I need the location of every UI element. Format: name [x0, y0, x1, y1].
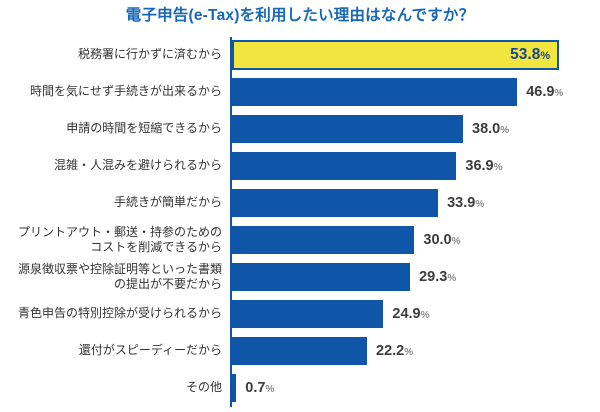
chart-rows: 税務署に行かずに済むから 53.8% 時間を気にせず手続きが出来るから 46.9% 申請… — [0, 36, 600, 406]
chart-row: 申請の時間を短縮できるから 38.0% — [0, 110, 600, 147]
bar-track: 24.9% — [228, 295, 600, 332]
category-label: 青色申告の特別控除が受けられるから — [17, 306, 222, 321]
value-label: 33.9% — [447, 195, 484, 211]
bar-highlighted: 53.8% — [232, 39, 560, 70]
category-label: 源泉徴収票や控除証明等といった書類 の提出が不要だから — [17, 261, 222, 291]
value-label: 38.0% — [472, 121, 509, 137]
chart-row: 混雑・人混みを避けられるから 36.9% — [0, 147, 600, 184]
chart-row: 源泉徴収票や控除証明等といった書類 の提出が不要だから 29.3% — [0, 258, 600, 295]
bar — [232, 336, 367, 365]
value-label: 36.9% — [465, 158, 502, 174]
value-label: 29.3% — [419, 269, 456, 285]
percent-sign: % — [404, 346, 414, 358]
category-label: 手続きが簡単だから — [113, 195, 222, 210]
value-number: 24.9 — [392, 305, 421, 322]
category-label: 還付がスピーディーだから — [78, 343, 222, 358]
value-number: 22.2 — [376, 342, 405, 359]
bar-track: 46.9% — [228, 73, 600, 110]
value-number: 36.9 — [465, 157, 494, 174]
value-label: 46.9% — [526, 84, 563, 100]
bar-track: 0.7% — [228, 369, 600, 406]
value-number: 0.7 — [245, 379, 266, 396]
value-number: 46.9 — [526, 83, 555, 100]
bar-track: 36.9% — [228, 147, 600, 184]
value-number: 33.9 — [447, 194, 476, 211]
chart-row: 時間を気にせず手続きが出来るから 46.9% — [0, 73, 600, 110]
chart-title: 電子申告(e-Tax)を利用したい理由はなんですか？ — [125, 7, 475, 24]
category-label: 時間を気にせず手続きが出来るから — [29, 84, 222, 99]
y-axis-line — [230, 37, 232, 407]
bar — [232, 299, 384, 328]
bar — [232, 188, 439, 217]
percent-sign: % — [493, 161, 503, 173]
chart-row: 税務署に行かずに済むから 53.8% — [0, 36, 600, 73]
chart-row: 手続きが簡単だから 33.9% — [0, 184, 600, 221]
bar-track: 30.0% — [228, 221, 600, 258]
bar-track: 53.8% — [228, 36, 600, 73]
category-label: 混雑・人混みを避けられるから — [53, 158, 222, 173]
chart-row: プリントアウト・郵送・持参のための コストを削減できるから 30.0% — [0, 221, 600, 258]
bar-track: 38.0% — [228, 110, 600, 147]
percent-sign: % — [475, 198, 485, 210]
bar — [232, 373, 237, 402]
value-label: 53.8% — [510, 45, 551, 63]
value-label: 0.7% — [245, 380, 274, 396]
category-label: プリントアウト・郵送・持参のための コストを削減できるから — [17, 224, 222, 254]
percent-sign: % — [420, 309, 430, 321]
percent-sign: % — [540, 49, 551, 62]
percent-sign: % — [447, 272, 457, 284]
bar — [232, 77, 518, 106]
category-label: 税務署に行かずに済むから — [77, 47, 222, 62]
percent-sign: % — [265, 383, 275, 395]
category-label: 申請の時間を短縮できるから — [66, 121, 222, 136]
value-label: 22.2% — [376, 343, 413, 359]
chart-row: 還付がスピーディーだから 22.2% — [0, 332, 600, 369]
value-label: 30.0% — [423, 232, 460, 248]
value-number: 53.8 — [510, 45, 541, 63]
percent-sign: % — [451, 235, 461, 247]
percent-sign: % — [500, 124, 510, 136]
bar — [232, 225, 415, 254]
chart-row: その他 0.7% — [0, 369, 600, 406]
bar-track: 22.2% — [228, 332, 600, 369]
value-label: 24.9% — [392, 306, 429, 322]
value-number: 29.3 — [419, 268, 448, 285]
category-label: その他 — [185, 380, 222, 395]
bar-track: 29.3% — [228, 258, 600, 295]
value-number: 30.0 — [423, 231, 452, 248]
value-number: 38.0 — [472, 120, 501, 137]
bar — [232, 262, 411, 291]
bar-track: 33.9% — [228, 184, 600, 221]
chart-row: 青色申告の特別控除が受けられるから 24.9% — [0, 295, 600, 332]
percent-sign: % — [554, 87, 564, 99]
bar — [232, 151, 457, 180]
bar — [232, 114, 463, 143]
